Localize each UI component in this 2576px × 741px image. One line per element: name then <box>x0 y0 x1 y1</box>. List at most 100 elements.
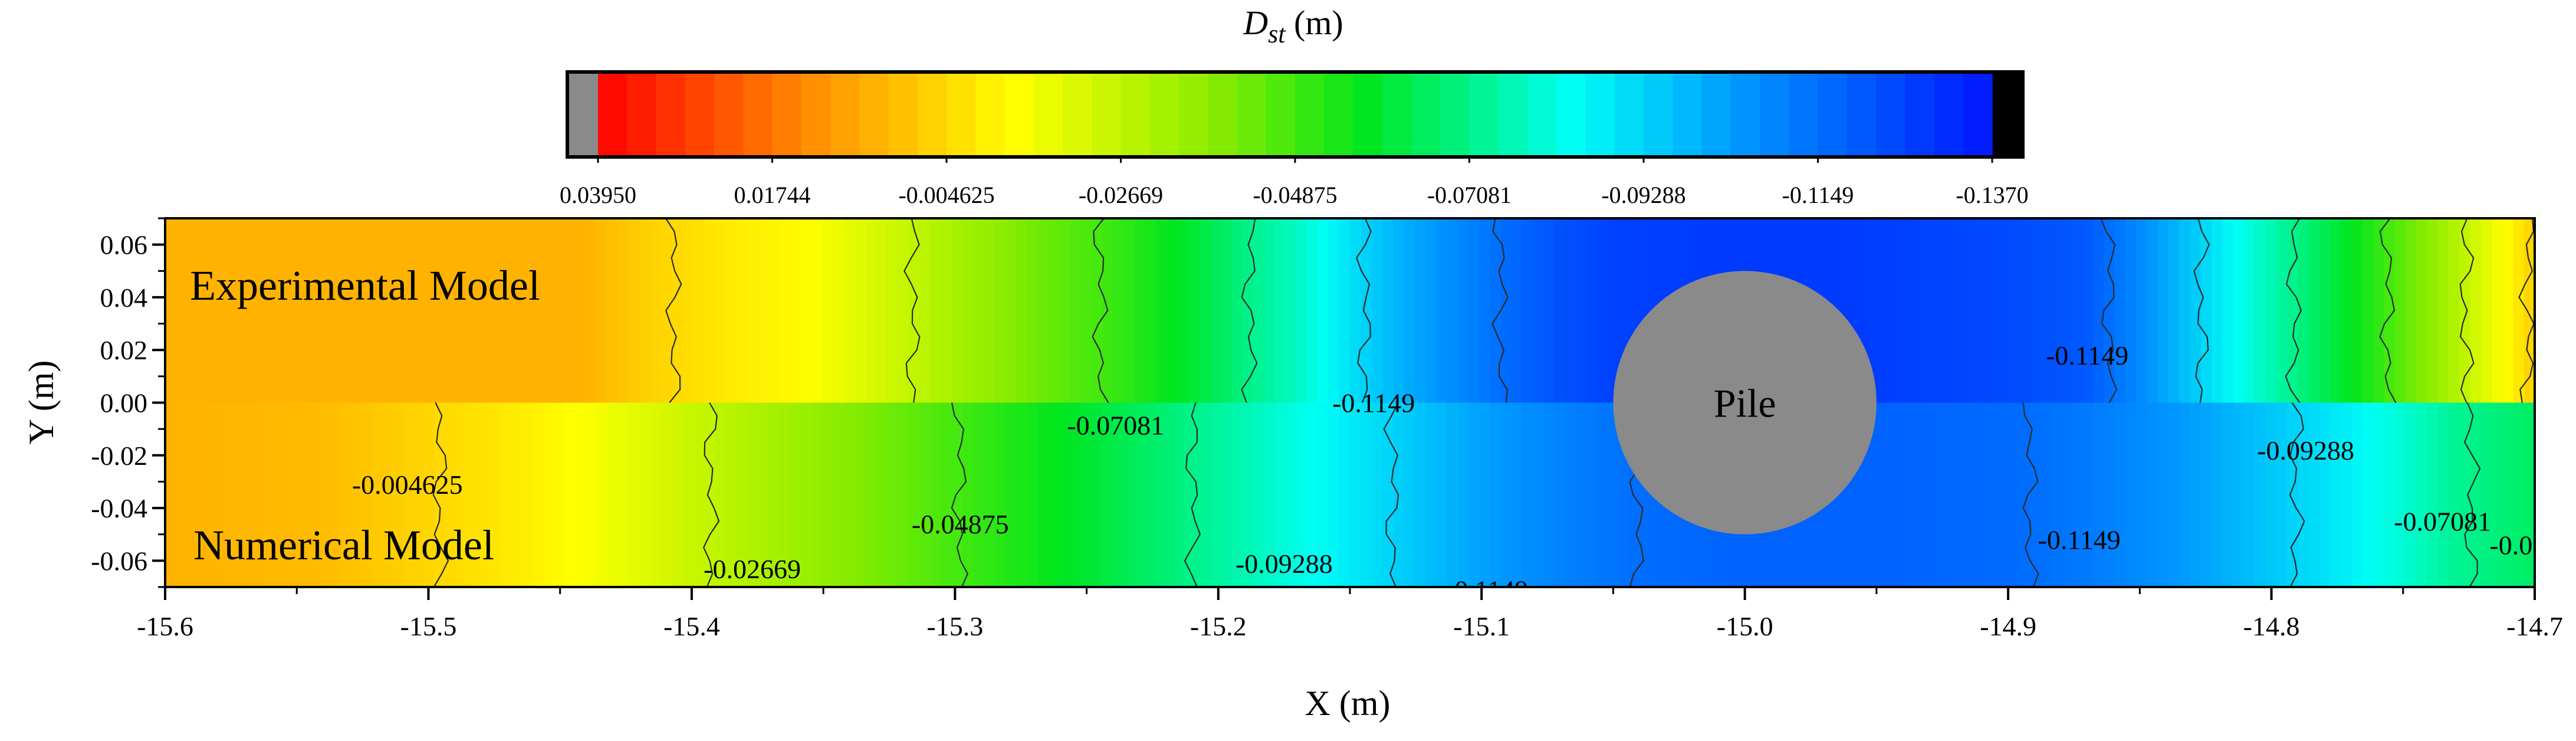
contour-cell-numerical <box>2276 402 2288 587</box>
contour-cell-numerical <box>768 402 780 587</box>
contour-cell-experimental <box>272 218 284 403</box>
colorbar-segment <box>598 72 628 157</box>
contour-cell-numerical <box>1350 402 1362 587</box>
contour-cell-experimental <box>2470 218 2482 403</box>
contour-cell-experimental <box>2319 218 2331 403</box>
contour-cell-experimental <box>2114 218 2126 403</box>
contour-cell-numerical <box>413 402 425 587</box>
colorbar-segment <box>1179 72 1209 157</box>
contour-cell-experimental <box>2039 218 2051 403</box>
contour-cell-experimental <box>1877 218 1890 403</box>
colorbar-segment <box>1644 72 1674 157</box>
contour-cell-experimental <box>768 218 780 403</box>
contour-cell-experimental <box>402 218 413 403</box>
contour-cell-experimental <box>854 218 866 403</box>
contour-cell-experimental <box>2480 218 2492 403</box>
contour-cell-experimental <box>919 218 931 403</box>
contour-cell-experimental <box>531 218 543 403</box>
contour-cell-experimental <box>1888 218 1900 403</box>
contour-cell-experimental <box>940 218 952 403</box>
contour-cell-numerical <box>1113 402 1125 587</box>
contour-cell-experimental <box>1598 218 1609 403</box>
contour-cell-numerical <box>251 402 263 587</box>
contour-cell-numerical <box>854 402 866 587</box>
contour-cell-numerical <box>1231 402 1243 587</box>
contour-cell-numerical <box>2028 402 2040 587</box>
contour-cell-experimental <box>1404 218 1415 403</box>
contour-cell-experimental <box>305 218 317 403</box>
contour-cell-experimental <box>1016 218 1027 403</box>
contour-cell-experimental <box>886 218 898 403</box>
contour-cell-experimental <box>2104 218 2115 403</box>
contour-cell-experimental <box>2028 218 2040 403</box>
colorbar-tick-label: -0.09288 <box>1601 182 1685 208</box>
contour-cell-numerical <box>1533 402 1545 587</box>
colorbar-segment <box>1789 72 1819 157</box>
contour-cell-experimental <box>477 218 489 403</box>
contour-cell-numerical <box>1253 402 1264 587</box>
panel-label-experimental: Experimental Model <box>190 262 540 309</box>
contour-cell-numerical <box>1608 402 1620 587</box>
contour-cell-experimental <box>1167 218 1178 403</box>
contour-cell-numerical <box>984 402 995 587</box>
contour-cell-numerical <box>1867 402 1878 587</box>
contour-line <box>951 402 969 587</box>
contour-cell-numerical <box>779 402 791 587</box>
contour-cell-numerical <box>2018 402 2029 587</box>
contour-cell-numerical <box>1565 402 1577 587</box>
contour-cell-numerical <box>929 402 941 587</box>
contour-cell-experimental <box>929 218 941 403</box>
contour-cell-numerical <box>1016 402 1027 587</box>
contour-cell-numerical <box>553 402 564 587</box>
contour-cell-experimental <box>2071 218 2083 403</box>
contour-cell-experimental <box>692 218 705 403</box>
y-tick-label: -0.02 <box>91 441 147 471</box>
contour-cell-experimental <box>2513 218 2525 403</box>
contour-cell-experimental <box>391 218 403 403</box>
colorbar-segment <box>1208 72 1238 157</box>
contour-cell-experimental <box>2437 218 2449 403</box>
contour-cell-experimental <box>994 218 1006 403</box>
contour-cell-numerical <box>176 402 188 587</box>
colorbar-segment <box>627 72 657 157</box>
contour-cell-experimental <box>563 218 575 403</box>
contour-cell-numerical <box>1199 402 1211 587</box>
contour-cell-numerical <box>1080 402 1092 587</box>
contour-cell-numerical <box>2470 402 2482 587</box>
contour-cell-experimental <box>294 218 306 403</box>
contour-cell-experimental <box>757 218 769 403</box>
contour-cell-experimental <box>510 218 521 403</box>
contour-cell-experimental <box>1985 218 1997 403</box>
contour-cell-numerical <box>692 402 705 587</box>
contour-cell-numerical <box>1145 402 1157 587</box>
colorbar-segment <box>1063 72 1093 157</box>
contour-cell-experimental <box>1306 218 1319 403</box>
contour-cell-numerical <box>606 402 618 587</box>
contour-cell-experimental <box>1942 218 1954 403</box>
contour-cell-numerical <box>2265 402 2277 587</box>
contour-cell-numerical <box>2243 402 2256 587</box>
contour-cell-numerical <box>1306 402 1319 587</box>
contour-cell-experimental <box>2050 218 2062 403</box>
contour-cell-experimental <box>2179 218 2191 403</box>
contour-cell-numerical <box>2308 402 2320 587</box>
contour-cell-experimental <box>735 218 748 403</box>
contour-cell-numerical <box>391 402 403 587</box>
contour-cell-experimental <box>606 218 618 403</box>
contour-label: -0.0 <box>2489 530 2532 560</box>
contour-cell-numerical <box>2190 402 2202 587</box>
contour-cell-experimental <box>843 218 855 403</box>
contour-cell-numerical <box>1910 402 1921 587</box>
contour-cell-experimental <box>2233 218 2245 403</box>
colorbar-segment <box>1818 72 1848 157</box>
contour-cell-experimental <box>1511 218 1523 403</box>
contour-cell-numerical <box>962 402 974 587</box>
contour-cell-experimental <box>1070 218 1082 403</box>
contour-cell-numerical <box>800 402 812 587</box>
contour-cell-experimental <box>2329 218 2342 403</box>
contour-cell-experimental <box>704 218 715 403</box>
colorbar-segment <box>1092 72 1122 157</box>
contour-cell-numerical <box>972 402 984 587</box>
contour-cell-experimental <box>2341 218 2352 403</box>
contour-cell-experimental <box>2093 218 2105 403</box>
